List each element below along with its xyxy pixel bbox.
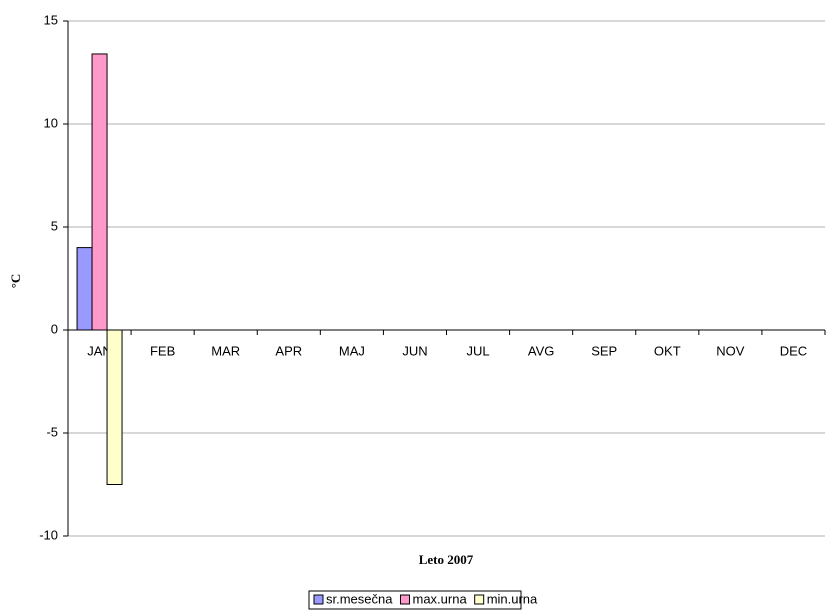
x-tick-label: MAJ [339, 343, 365, 358]
legend-label: sr.mesečna [326, 591, 393, 606]
x-tick-label: FEB [150, 343, 175, 358]
legend-swatch [313, 594, 324, 605]
bar [76, 247, 93, 331]
bar [106, 329, 123, 485]
y-tick-label: 5 [51, 218, 58, 233]
x-tick-label: AVG [528, 343, 555, 358]
y-tick-label: 0 [51, 321, 58, 336]
x-tick-label: JUN [402, 343, 427, 358]
legend-box [308, 590, 522, 610]
legend-label: min.urna [487, 591, 538, 606]
x-tick-label: JAN [87, 343, 112, 358]
y-tick-label: -10 [39, 527, 58, 542]
legend-swatch [474, 594, 485, 605]
legend-swatch [399, 594, 410, 605]
x-tick-label: APR [275, 343, 302, 358]
x-tick-label: JUL [466, 343, 489, 358]
x-tick-label: MAR [211, 343, 240, 358]
y-tick-label: 10 [44, 115, 58, 130]
legend-label: max.urna [412, 591, 467, 606]
x-tick-label: OKT [654, 343, 681, 358]
y-tick-label: 15 [44, 12, 58, 27]
x-tick-label: SEP [591, 343, 617, 358]
y-axis-label: °C [8, 274, 23, 289]
x-tick-label: DEC [780, 343, 807, 358]
bar [91, 53, 108, 331]
y-tick-label: -5 [46, 424, 58, 439]
x-tick-label: NOV [716, 343, 745, 358]
x-axis-label: Leto 2007 [419, 552, 474, 567]
